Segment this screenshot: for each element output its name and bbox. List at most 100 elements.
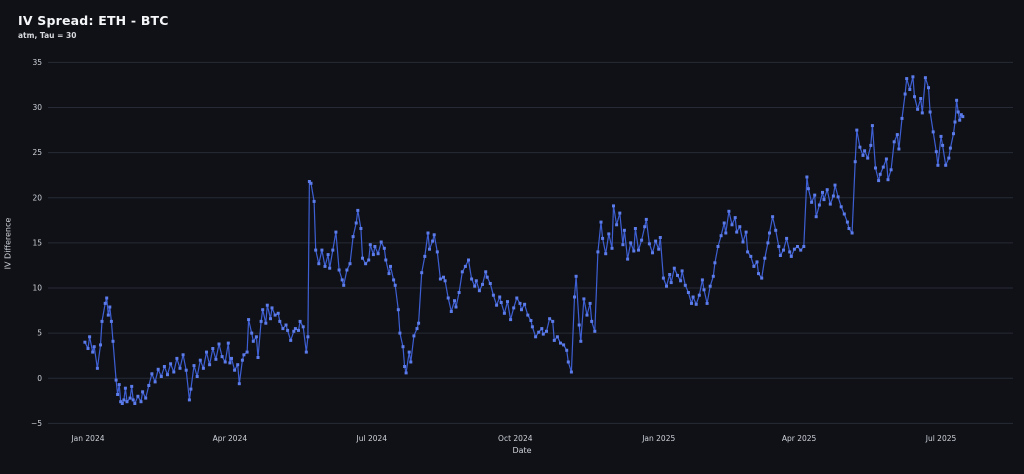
data-point-marker[interactable] bbox=[301, 325, 305, 329]
data-point-marker[interactable] bbox=[298, 319, 302, 323]
data-point-marker[interactable] bbox=[654, 239, 658, 243]
data-point-marker[interactable] bbox=[936, 163, 940, 167]
data-point-marker[interactable] bbox=[499, 301, 503, 304]
data-point-marker[interactable] bbox=[474, 279, 478, 283]
data-point-marker[interactable] bbox=[705, 301, 709, 305]
data-point-marker[interactable] bbox=[604, 252, 608, 256]
data-point-marker[interactable] bbox=[105, 296, 109, 300]
data-point-marker[interactable] bbox=[233, 368, 237, 372]
data-point-marker[interactable] bbox=[345, 268, 349, 272]
data-point-marker[interactable] bbox=[359, 227, 363, 230]
data-point-marker[interactable] bbox=[442, 275, 445, 279]
data-point-marker[interactable] bbox=[306, 335, 310, 339]
data-point-marker[interactable] bbox=[788, 250, 792, 254]
data-point-marker[interactable] bbox=[147, 384, 151, 387]
data-point-marker[interactable] bbox=[435, 250, 439, 254]
data-point-marker[interactable] bbox=[217, 342, 221, 346]
data-point-marker[interactable] bbox=[534, 335, 538, 339]
data-point-marker[interactable] bbox=[278, 319, 282, 323]
data-point-marker[interactable] bbox=[855, 128, 859, 132]
data-point-marker[interactable] bbox=[711, 274, 715, 278]
data-point-marker[interactable] bbox=[320, 248, 324, 252]
data-point-marker[interactable] bbox=[702, 288, 706, 292]
data-point-marker[interactable] bbox=[850, 231, 854, 235]
data-point-marker[interactable] bbox=[955, 98, 959, 102]
data-point-marker[interactable] bbox=[184, 368, 188, 372]
data-point-marker[interactable] bbox=[515, 296, 519, 300]
data-point-marker[interactable] bbox=[668, 273, 672, 276]
data-point-marker[interactable] bbox=[953, 120, 957, 124]
data-point-marker[interactable] bbox=[99, 343, 102, 347]
data-point-marker[interactable] bbox=[911, 75, 915, 79]
data-point-marker[interactable] bbox=[774, 228, 778, 232]
data-point-marker[interactable] bbox=[565, 348, 569, 352]
data-point-marker[interactable] bbox=[814, 215, 818, 219]
data-point-marker[interactable] bbox=[869, 143, 873, 147]
data-point-marker[interactable] bbox=[518, 301, 522, 305]
data-point-marker[interactable] bbox=[919, 97, 923, 100]
data-point-marker[interactable] bbox=[959, 113, 963, 117]
data-point-marker[interactable] bbox=[644, 217, 648, 221]
data-point-marker[interactable] bbox=[782, 248, 785, 252]
data-point-marker[interactable] bbox=[573, 295, 576, 299]
data-point-marker[interactable] bbox=[610, 246, 614, 250]
data-point-marker[interactable] bbox=[323, 264, 327, 268]
data-point-marker[interactable] bbox=[847, 227, 851, 230]
data-point-marker[interactable] bbox=[273, 313, 277, 317]
data-point-marker[interactable] bbox=[237, 382, 241, 386]
data-point-marker[interactable] bbox=[735, 230, 739, 234]
data-point-marker[interactable] bbox=[958, 118, 962, 122]
data-point-marker[interactable] bbox=[562, 343, 566, 347]
data-point-marker[interactable] bbox=[672, 266, 676, 270]
data-point-marker[interactable] bbox=[123, 386, 127, 390]
data-point-marker[interactable] bbox=[839, 205, 843, 209]
data-point-marker[interactable] bbox=[923, 76, 927, 80]
data-point-marker[interactable] bbox=[680, 269, 684, 273]
data-point-marker[interactable] bbox=[236, 363, 240, 367]
data-point-marker[interactable] bbox=[309, 181, 313, 185]
data-point-marker[interactable] bbox=[304, 350, 308, 354]
data-point-marker[interactable] bbox=[348, 262, 352, 266]
data-point-marker[interactable] bbox=[88, 335, 92, 339]
data-point-marker[interactable] bbox=[665, 284, 668, 288]
data-point-marker[interactable] bbox=[119, 400, 123, 404]
data-point-marker[interactable] bbox=[420, 271, 424, 275]
data-point-marker[interactable] bbox=[719, 234, 723, 238]
data-point-marker[interactable] bbox=[771, 215, 775, 219]
data-point-marker[interactable] bbox=[842, 212, 846, 216]
data-point-marker[interactable] bbox=[276, 311, 280, 315]
data-point-marker[interactable] bbox=[485, 275, 489, 279]
data-point-marker[interactable] bbox=[845, 220, 849, 224]
data-point-marker[interactable] bbox=[805, 175, 809, 179]
data-point-marker[interactable] bbox=[789, 254, 793, 258]
data-point-marker[interactable] bbox=[746, 250, 750, 254]
data-point-marker[interactable] bbox=[799, 248, 803, 252]
data-point-marker[interactable] bbox=[312, 199, 316, 203]
data-point-marker[interactable] bbox=[657, 247, 661, 251]
data-point-marker[interactable] bbox=[760, 276, 764, 280]
data-point-marker[interactable] bbox=[607, 232, 611, 236]
data-point-marker[interactable] bbox=[506, 300, 509, 304]
data-point-marker[interactable] bbox=[612, 204, 615, 208]
data-point-marker[interactable] bbox=[396, 308, 400, 312]
data-point-marker[interactable] bbox=[423, 254, 427, 258]
data-point-marker[interactable] bbox=[817, 203, 821, 207]
data-point-marker[interactable] bbox=[198, 358, 202, 362]
data-point-marker[interactable] bbox=[270, 306, 274, 310]
data-point-marker[interactable] bbox=[878, 172, 882, 176]
data-point-marker[interactable] bbox=[621, 243, 625, 247]
data-point-marker[interactable] bbox=[863, 149, 867, 153]
data-point-marker[interactable] bbox=[314, 248, 318, 252]
data-point-marker[interactable] bbox=[582, 297, 586, 301]
data-point-marker[interactable] bbox=[189, 387, 193, 391]
data-point-marker[interactable] bbox=[626, 257, 630, 261]
data-point-marker[interactable] bbox=[738, 225, 742, 229]
data-point-marker[interactable] bbox=[686, 291, 690, 294]
data-point-marker[interactable] bbox=[679, 279, 683, 283]
data-point-marker[interactable] bbox=[900, 116, 904, 120]
data-point-marker[interactable] bbox=[371, 253, 375, 257]
data-point-marker[interactable] bbox=[484, 270, 488, 274]
data-point-marker[interactable] bbox=[95, 366, 99, 370]
data-point-marker[interactable] bbox=[577, 323, 581, 327]
data-point-marker[interactable] bbox=[265, 303, 269, 307]
